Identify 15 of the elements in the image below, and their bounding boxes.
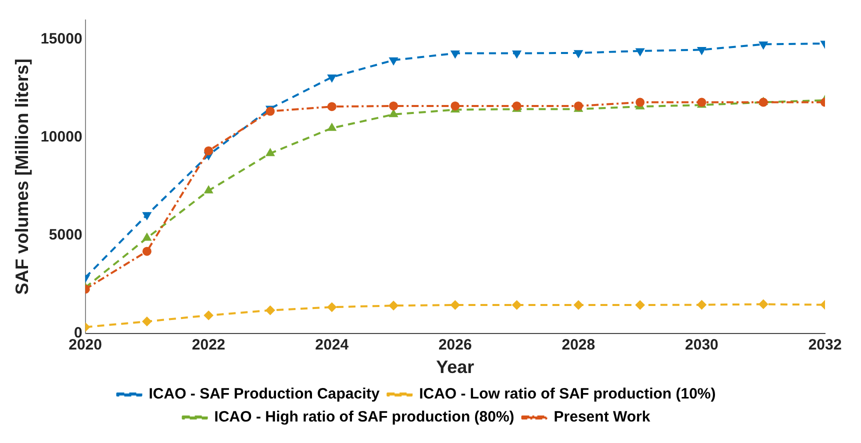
x-tick-label: 2024 [315,336,350,354]
x-tick-label: 2026 [438,336,472,354]
legend-label: ICAO - High ratio of SAF production (80%) [214,408,514,426]
y-tick-label: 15000 [40,30,82,48]
legend-label: ICAO - Low ratio of SAF production (10%) [419,386,716,403]
x-tick-label: 2028 [562,336,596,354]
y-axis-title: SAF volumes [Million liters] [12,58,32,295]
y-tick-label: 10000 [40,128,82,146]
x-axis-title: Year [436,357,474,378]
legend-label: ICAO - SAF Production Capacity [148,386,380,403]
x-tick-label: 2030 [685,336,718,354]
y-tick-label: 5000 [48,226,82,244]
x-tick-label: 2022 [192,336,226,354]
x-tick-label: 2032 [808,336,842,354]
legend-label: Present Work [554,408,651,426]
